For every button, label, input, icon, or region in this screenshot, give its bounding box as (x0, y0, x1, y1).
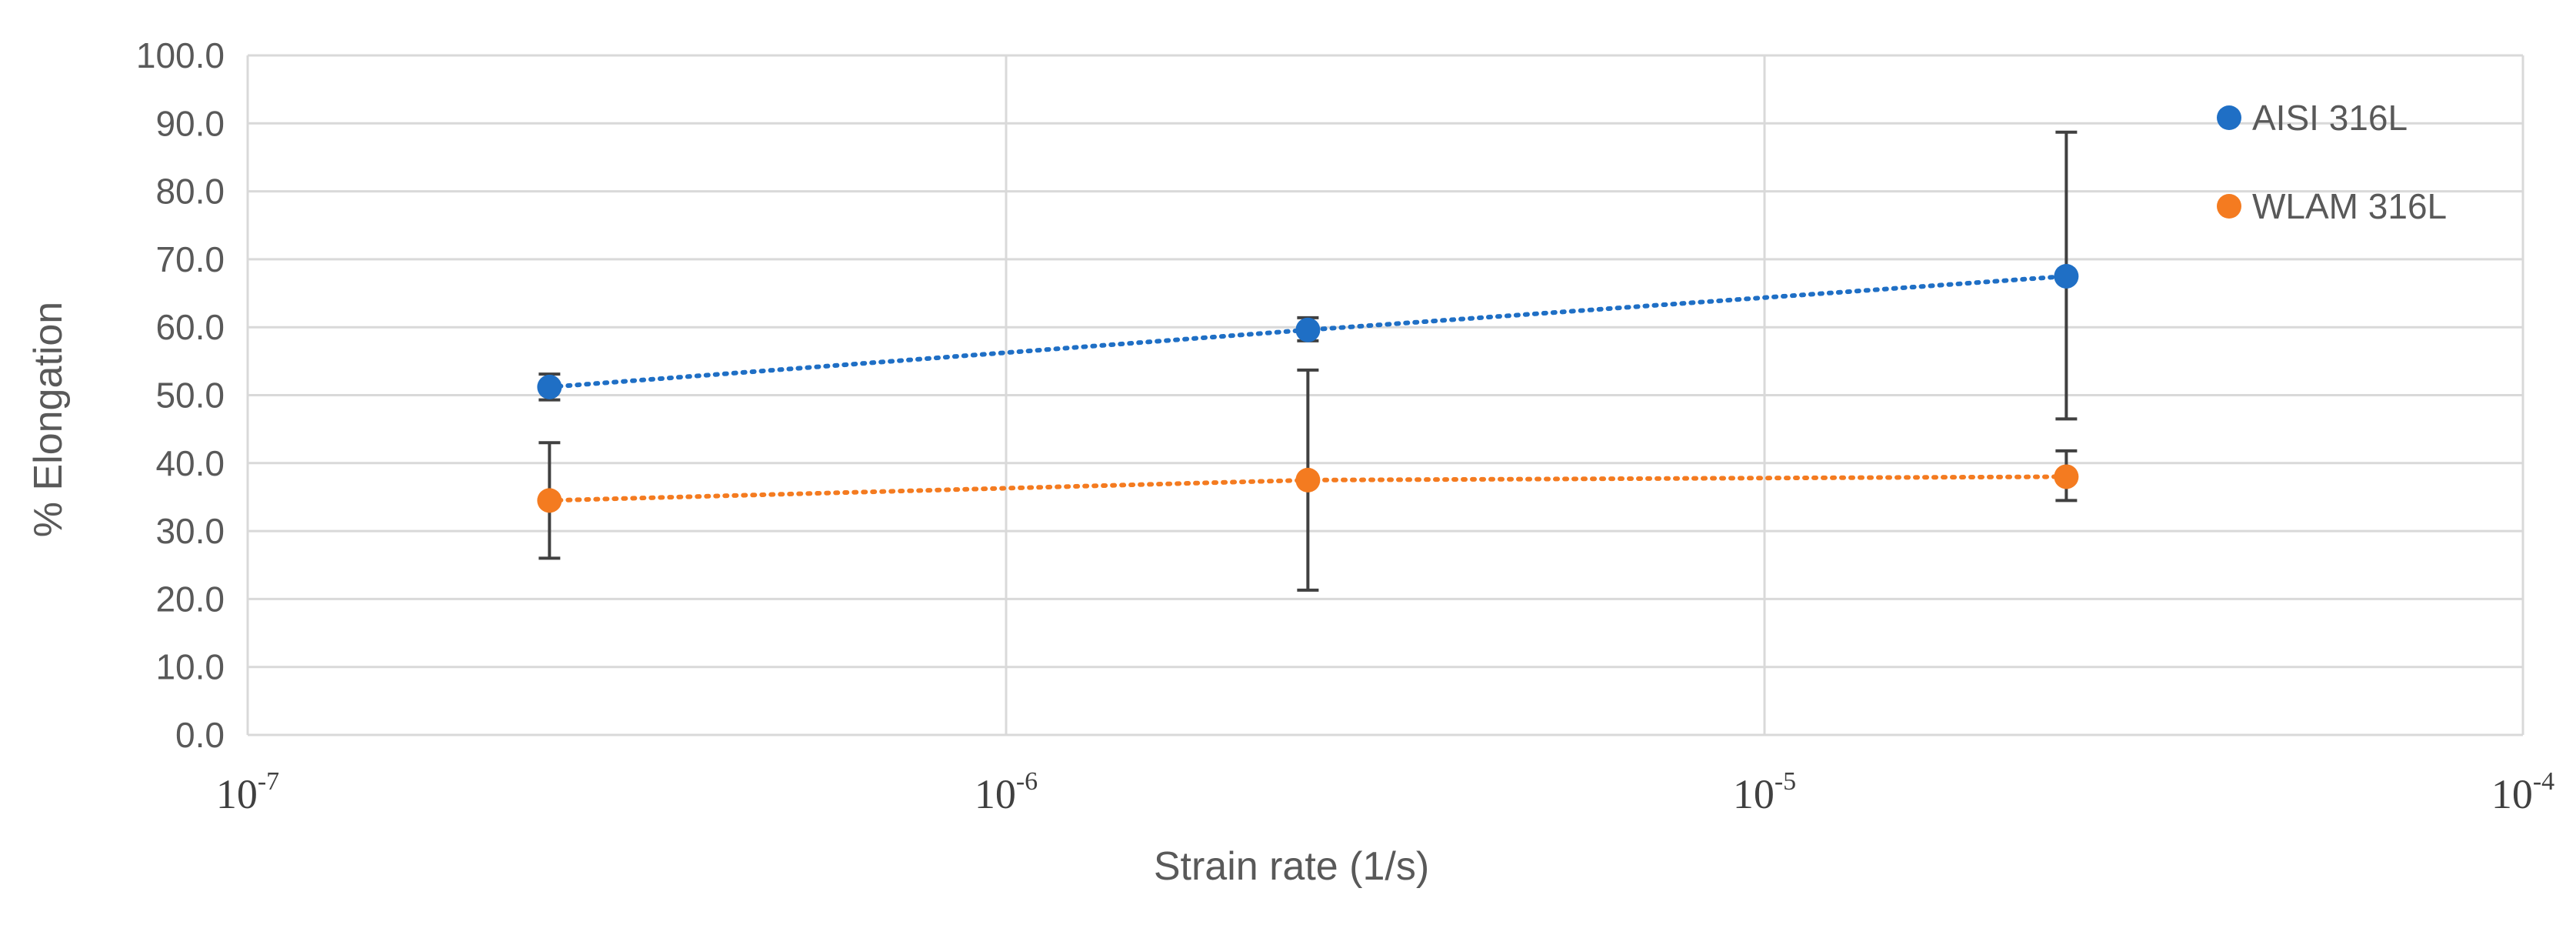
legend: AISI 316L WLAM 316L (2217, 98, 2447, 226)
x-tick-label: 10-5 (1733, 767, 1796, 817)
data-point-aisi-316l (2054, 263, 2079, 289)
data-points (537, 263, 2079, 513)
x-tick-base: 10 (1733, 771, 1775, 817)
x-tick-base: 10 (975, 771, 1016, 817)
data-point-aisi-316l (537, 374, 562, 399)
x-axis-ticks: 10-7 10-6 10-5 10-4 (216, 767, 2554, 817)
x-axis-title: Strain rate (1/s) (1154, 844, 1429, 889)
x-tick-label: 10-7 (216, 767, 279, 817)
legend-label-wlam-316l: WLAM 316L (2252, 186, 2447, 226)
error-bars (538, 130, 2078, 592)
x-tick-exponent: -6 (1016, 767, 1038, 796)
x-tick-exponent: -7 (258, 767, 279, 796)
y-tick-label: 30.0 (155, 511, 225, 551)
y-tick-label: 70.0 (155, 239, 225, 279)
y-tick-label: 0.0 (175, 715, 225, 755)
y-tick-label: 20.0 (155, 579, 225, 619)
y-tick-label: 10.0 (155, 647, 225, 687)
legend-marker-aisi-316l (2217, 105, 2241, 130)
x-tick-exponent: -4 (2533, 767, 2554, 796)
y-tick-label: 90.0 (155, 103, 225, 143)
x-tick-base: 10 (2491, 771, 2533, 817)
data-point-wlam-316l (1295, 467, 1321, 493)
y-tick-label: 100.0 (136, 35, 225, 75)
y-tick-label: 40.0 (155, 443, 225, 483)
legend-marker-wlam-316l (2217, 194, 2241, 219)
data-point-wlam-316l (2054, 464, 2079, 489)
data-point-wlam-316l (537, 488, 562, 513)
legend-label-aisi-316l: AISI 316L (2252, 98, 2408, 138)
x-tick-base: 10 (216, 771, 258, 817)
y-axis-ticks: 0.0 10.0 20.0 30.0 40.0 50.0 60.0 70.0 80.0 90.0 1… (136, 35, 225, 755)
x-tick-exponent: -5 (1775, 767, 1796, 796)
x-tick-label: 10-6 (975, 767, 1038, 817)
y-tick-label: 60.0 (155, 307, 225, 347)
y-tick-label: 80.0 (155, 172, 225, 212)
grid (246, 54, 2524, 736)
y-tick-label: 50.0 (155, 376, 225, 416)
y-axis-title: % Elongation (26, 302, 71, 537)
x-tick-label: 10-4 (2491, 767, 2554, 817)
data-point-aisi-316l (1295, 317, 1321, 342)
